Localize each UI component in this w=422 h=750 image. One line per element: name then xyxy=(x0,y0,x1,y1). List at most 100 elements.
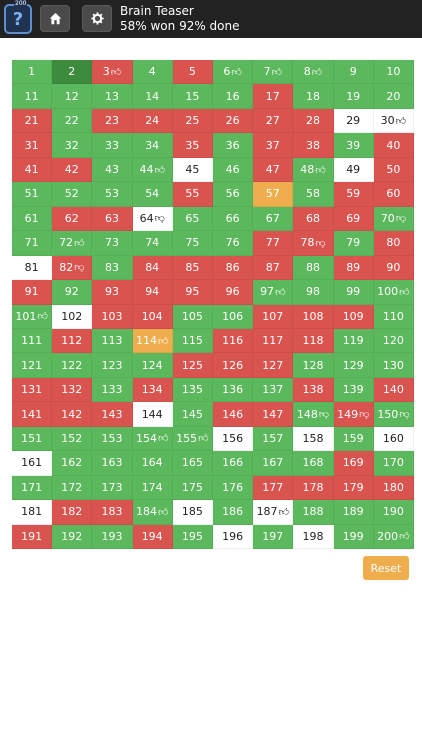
puzzle-cell[interactable]: 24 xyxy=(132,108,173,134)
puzzle-cell[interactable]: 60 xyxy=(373,182,414,207)
puzzle-cell[interactable]: 39 xyxy=(333,133,374,158)
puzzle-cell[interactable]: 194 xyxy=(132,524,173,549)
puzzle-cell[interactable]: 97 👍︎ xyxy=(253,280,294,305)
puzzle-cell[interactable]: 179 xyxy=(333,475,374,501)
puzzle-cell[interactable]: 140 xyxy=(373,377,414,403)
puzzle-cell[interactable]: 26 xyxy=(213,108,254,134)
puzzle-cell[interactable]: 173 xyxy=(92,475,133,501)
puzzle-cell[interactable]: 122 xyxy=(52,353,93,378)
puzzle-cell[interactable]: 91 xyxy=(12,280,53,305)
puzzle-cell[interactable]: 78 👎︎ xyxy=(293,231,334,256)
puzzle-cell[interactable]: 150 👎︎ xyxy=(373,402,414,427)
puzzle-cell[interactable]: 90 xyxy=(373,255,414,281)
puzzle-cell[interactable]: 61 xyxy=(12,206,53,232)
puzzle-cell[interactable]: 117 xyxy=(253,328,294,354)
settings-button[interactable] xyxy=(82,5,112,32)
puzzle-cell[interactable]: 89 xyxy=(333,255,374,281)
puzzle-cell[interactable]: 25 xyxy=(172,108,213,134)
puzzle-cell[interactable]: 93 xyxy=(92,280,133,305)
puzzle-cell[interactable]: 167 xyxy=(253,451,294,476)
puzzle-cell[interactable]: 165 xyxy=(172,451,213,476)
puzzle-cell[interactable]: 65 xyxy=(172,206,213,232)
puzzle-cell[interactable]: 66 xyxy=(213,206,254,232)
puzzle-cell[interactable]: 177 xyxy=(253,475,294,501)
puzzle-cell[interactable]: 98 xyxy=(293,280,334,305)
puzzle-cell[interactable]: 138 xyxy=(293,377,334,403)
puzzle-cell[interactable]: 153 xyxy=(92,426,133,452)
puzzle-cell[interactable]: 11 xyxy=(12,84,53,109)
puzzle-cell[interactable]: 189 xyxy=(333,500,374,525)
puzzle-cell[interactable]: 107 xyxy=(253,304,294,329)
puzzle-cell[interactable]: 92 xyxy=(52,280,93,305)
puzzle-cell[interactable]: 46 xyxy=(213,157,254,183)
help-button[interactable]: 200 ? xyxy=(4,0,32,34)
puzzle-cell[interactable]: 35 xyxy=(172,133,213,158)
puzzle-cell[interactable]: 82 👎︎ xyxy=(52,255,93,281)
puzzle-cell[interactable]: 13 xyxy=(92,84,133,109)
puzzle-cell[interactable]: 20 xyxy=(373,84,414,109)
puzzle-cell[interactable]: 112 xyxy=(52,328,93,354)
puzzle-cell[interactable]: 94 xyxy=(132,280,173,305)
puzzle-cell[interactable]: 41 xyxy=(12,157,53,183)
puzzle-cell[interactable]: 180 xyxy=(373,475,414,501)
puzzle-cell[interactable]: 52 xyxy=(52,182,93,207)
puzzle-cell[interactable]: 75 xyxy=(172,231,213,256)
puzzle-cell[interactable]: 16 xyxy=(213,84,254,109)
puzzle-cell[interactable]: 102 xyxy=(52,304,93,329)
puzzle-cell[interactable]: 125 xyxy=(172,353,213,378)
puzzle-cell[interactable]: 161 xyxy=(12,451,53,476)
puzzle-cell[interactable]: 10 xyxy=(373,60,414,85)
puzzle-cell[interactable]: 54 xyxy=(132,182,173,207)
puzzle-cell[interactable]: 151 xyxy=(12,426,53,452)
puzzle-cell[interactable]: 123 xyxy=(92,353,133,378)
puzzle-cell[interactable]: 103 xyxy=(92,304,133,329)
puzzle-cell[interactable]: 118 xyxy=(293,328,334,354)
puzzle-cell[interactable]: 5 xyxy=(172,60,213,85)
puzzle-cell[interactable]: 15 xyxy=(172,84,213,109)
puzzle-cell[interactable]: 121 xyxy=(12,353,53,378)
puzzle-cell[interactable]: 182 xyxy=(52,500,93,525)
puzzle-cell[interactable]: 185 xyxy=(172,500,213,525)
puzzle-cell[interactable]: 127 xyxy=(253,353,294,378)
puzzle-cell[interactable]: 51 xyxy=(12,182,53,207)
puzzle-cell[interactable]: 145 xyxy=(172,402,213,427)
puzzle-cell[interactable]: 120 xyxy=(373,328,414,354)
puzzle-cell[interactable]: 178 xyxy=(293,475,334,501)
puzzle-cell[interactable]: 159 xyxy=(333,426,374,452)
puzzle-cell[interactable]: 21 xyxy=(12,108,53,134)
puzzle-cell[interactable]: 55 xyxy=(172,182,213,207)
puzzle-cell[interactable]: 109 xyxy=(333,304,374,329)
puzzle-cell[interactable]: 131 xyxy=(12,377,53,403)
home-button[interactable] xyxy=(40,5,70,32)
puzzle-cell[interactable]: 74 xyxy=(132,231,173,256)
puzzle-cell[interactable]: 23 xyxy=(92,108,133,134)
puzzle-cell[interactable]: 34 xyxy=(132,133,173,158)
puzzle-cell[interactable]: 62 xyxy=(52,206,93,232)
puzzle-cell[interactable]: 181 xyxy=(12,500,53,525)
puzzle-cell[interactable]: 114 👍︎ xyxy=(132,328,173,354)
puzzle-cell[interactable]: 143 xyxy=(92,402,133,427)
puzzle-cell[interactable]: 171 xyxy=(12,475,53,501)
puzzle-cell[interactable]: 4 xyxy=(132,60,173,85)
puzzle-cell[interactable]: 59 xyxy=(333,182,374,207)
puzzle-cell[interactable]: 136 xyxy=(213,377,254,403)
puzzle-cell[interactable]: 141 xyxy=(12,402,53,427)
puzzle-cell[interactable]: 128 xyxy=(293,353,334,378)
puzzle-cell[interactable]: 129 xyxy=(333,353,374,378)
puzzle-cell[interactable]: 190 xyxy=(373,500,414,525)
puzzle-cell[interactable]: 174 xyxy=(132,475,173,501)
puzzle-cell[interactable]: 8 👍︎ xyxy=(293,60,334,85)
puzzle-cell[interactable]: 9 xyxy=(333,60,374,85)
puzzle-cell[interactable]: 83 xyxy=(92,255,133,281)
puzzle-cell[interactable]: 111 xyxy=(12,328,53,354)
puzzle-cell[interactable]: 44 👍︎ xyxy=(132,157,173,183)
puzzle-cell[interactable]: 199 xyxy=(333,524,374,549)
puzzle-cell[interactable]: 192 xyxy=(52,524,93,549)
puzzle-cell[interactable]: 53 xyxy=(92,182,133,207)
puzzle-cell[interactable]: 12 xyxy=(52,84,93,109)
puzzle-cell[interactable]: 113 xyxy=(92,328,133,354)
puzzle-cell[interactable]: 198 xyxy=(293,524,334,549)
puzzle-cell[interactable]: 106 xyxy=(213,304,254,329)
puzzle-cell[interactable]: 22 xyxy=(52,108,93,134)
puzzle-cell[interactable]: 144 xyxy=(132,402,173,427)
